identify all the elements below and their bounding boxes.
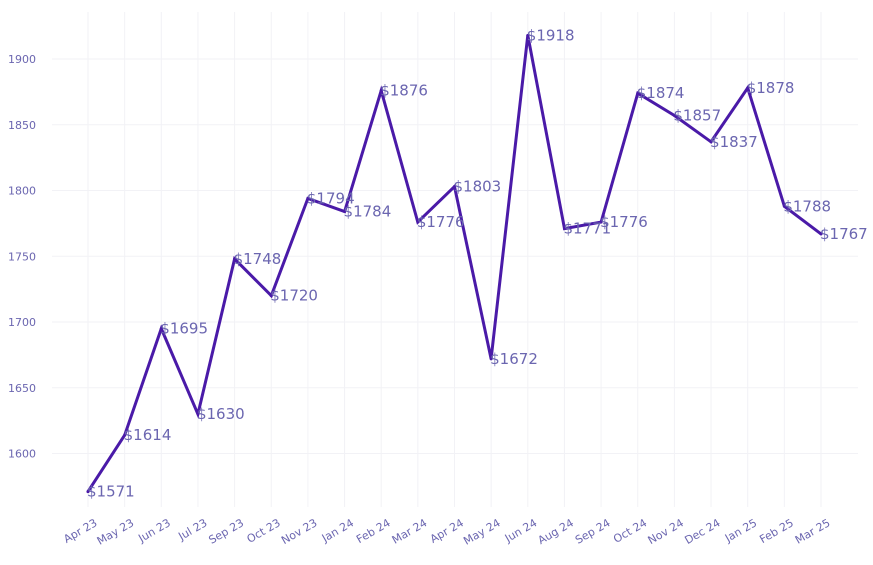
data-point [672, 114, 676, 118]
x-tick-label: Apr 24 [428, 516, 466, 546]
x-tick-label: Jun 24 [502, 516, 539, 545]
data-point [709, 140, 713, 144]
data-point [746, 86, 750, 90]
data-label: $1771 [563, 220, 611, 238]
data-point [379, 89, 383, 93]
data-label: $1767 [820, 225, 868, 243]
data-label: $1776 [417, 213, 465, 231]
data-label: $1794 [307, 189, 355, 207]
x-tick-label: Jan 24 [319, 516, 356, 545]
x-tick-label: Jun 23 [135, 516, 172, 545]
x-tick-label: Oct 23 [245, 516, 283, 546]
x-tick-label: Sep 24 [573, 516, 613, 546]
x-tick-label: Nov 24 [646, 516, 686, 547]
data-point [599, 220, 603, 224]
x-tick-label: Dec 24 [682, 516, 722, 547]
data-point [343, 210, 347, 214]
x-tick-label: Mar 24 [390, 516, 430, 546]
data-point [123, 433, 127, 437]
data-label: $1803 [454, 178, 502, 196]
data-label: $1672 [490, 350, 538, 368]
data-point [562, 227, 566, 231]
data-point [86, 490, 90, 494]
x-tick-label: Feb 24 [354, 516, 393, 546]
x-tick-label: May 23 [95, 516, 136, 547]
data-point [819, 232, 823, 236]
data-point [196, 412, 200, 416]
data-label: $1776 [600, 213, 648, 231]
data-label: $1878 [747, 79, 795, 97]
data-label: $1630 [197, 405, 245, 423]
x-tick-label: Feb 25 [757, 516, 796, 546]
data-point [159, 327, 163, 331]
data-label: $1748 [234, 250, 282, 268]
data-label: $1571 [87, 483, 135, 501]
data-point [269, 294, 273, 298]
data-label: $1837 [710, 133, 758, 151]
x-tick-label: Mar 25 [793, 516, 833, 546]
y-tick-label: 1750 [8, 250, 36, 263]
data-point [416, 220, 420, 224]
data-label: $1874 [637, 84, 685, 102]
series-line-group [86, 33, 823, 494]
x-tick-label: Apr 23 [61, 516, 99, 546]
grid [52, 12, 858, 507]
data-label: $1784 [344, 203, 392, 221]
y-tick-label: 1850 [8, 119, 36, 132]
data-label: $1876 [380, 82, 428, 100]
y-tick-label: 1900 [8, 53, 36, 66]
x-tick-label: Aug 24 [536, 516, 576, 547]
x-tick-label: Nov 23 [279, 516, 319, 547]
data-label: $1918 [527, 26, 575, 44]
x-tick-label: Oct 24 [611, 516, 649, 546]
data-label: $1788 [783, 197, 831, 215]
x-tick-label: Sep 23 [206, 516, 246, 546]
y-tick-label: 1650 [8, 382, 36, 395]
y-tick-label: 1600 [8, 448, 36, 461]
data-point [782, 204, 786, 208]
data-labels: $1571 $1614 $1695 $1630 $1748 $1720 $1794$1784… [87, 26, 868, 500]
x-tick-label: May 24 [461, 516, 502, 547]
y-tick-label: 1700 [8, 316, 36, 329]
data-point [453, 185, 456, 189]
data-label: $1857 [673, 107, 721, 125]
data-label: $1614 [124, 426, 172, 444]
data-point [636, 91, 640, 95]
data-label: $1720 [270, 287, 318, 305]
y-tick-label: 1800 [8, 185, 36, 198]
x-tick-label: Jul 23 [175, 516, 209, 543]
y-axis-ticks: 1600 1650 1700 1750 1800 1850 1900 [8, 53, 36, 461]
data-point [526, 33, 530, 37]
data-label: $1695 [160, 320, 208, 338]
data-point [489, 357, 493, 361]
data-point [306, 196, 310, 200]
x-tick-label: Jan 25 [722, 516, 759, 545]
data-point [233, 257, 237, 261]
